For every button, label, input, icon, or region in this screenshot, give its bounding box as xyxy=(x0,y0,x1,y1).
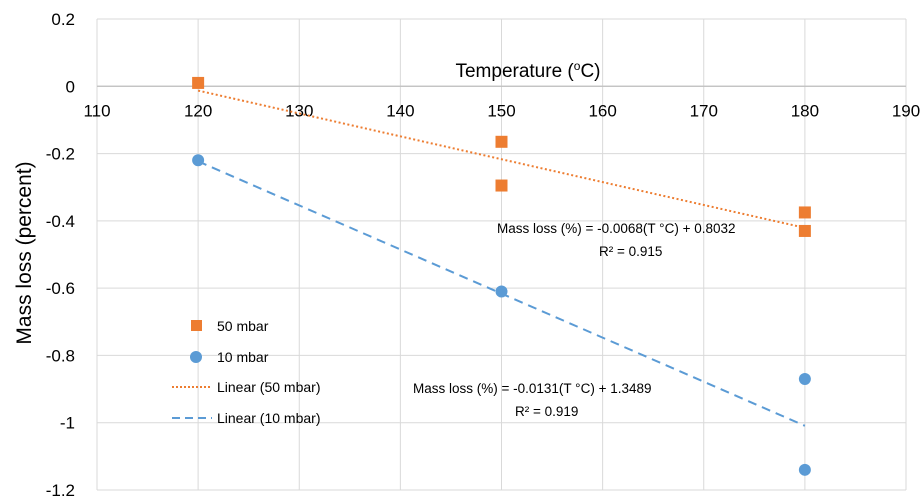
y-tick-label: 0 xyxy=(66,77,75,96)
x-axis-title: Temperature (oC) xyxy=(455,59,600,82)
data-point-square xyxy=(192,76,205,89)
data-point-square xyxy=(798,224,811,237)
x-tick-label: 120 xyxy=(184,101,212,120)
data-point-circle xyxy=(798,463,811,476)
y-tick-label: -1.2 xyxy=(46,481,75,499)
x-tick-labels: 110 120 130 140 150 160 170 180 190 xyxy=(83,101,920,120)
trendline-r2-50-mbar: R² = 0.915 xyxy=(599,244,662,259)
legend-label: Linear (10 mbar) xyxy=(217,410,321,426)
y-tick-label: -0.8 xyxy=(46,346,75,365)
legend-label: Linear (50 mbar) xyxy=(217,379,321,395)
trendline xyxy=(197,89,806,229)
trendline-equation-10-mbar: Mass loss (%) = -0.0131(T °C) + 1.3489 xyxy=(413,381,652,396)
x-tick-label: 140 xyxy=(386,101,414,120)
x-tick-label: 160 xyxy=(588,101,616,120)
x-tick-label: 190 xyxy=(892,101,920,120)
data-point-square xyxy=(495,135,508,148)
y-axis-title: Mass loss (percent) xyxy=(13,161,36,344)
y-tick-label: -1 xyxy=(60,414,75,433)
legend-marker-square-icon xyxy=(191,320,202,331)
legend-marker-circle-icon xyxy=(190,351,202,363)
trendline-equation-50-mbar: Mass loss (%) = -0.0068(T °C) + 0.8032 xyxy=(497,221,736,236)
y-tick-label: -0.4 xyxy=(46,212,75,231)
data-point-square xyxy=(495,179,508,192)
data-point-square xyxy=(798,206,811,219)
data-points xyxy=(192,76,811,476)
x-tick-label: 150 xyxy=(487,101,515,120)
x-axis-title-main: Temperature ( xyxy=(455,61,574,82)
data-point-circle xyxy=(798,372,811,385)
data-point-circle xyxy=(495,285,508,298)
y-tick-label: -0.6 xyxy=(46,279,75,298)
y-tick-labels: 0.2 0 -0.2 -0.4 -0.6 -0.8 -1 -1.2 xyxy=(46,10,75,499)
x-tick-label: 110 xyxy=(83,101,110,120)
y-tick-label: -0.2 xyxy=(46,145,75,164)
legend-item-10-mbar: 10 mbar xyxy=(190,349,269,365)
x-tick-label: 130 xyxy=(285,101,313,120)
x-axis-title-suffix: C) xyxy=(580,61,600,82)
legend: 50 mbar 10 mbar Linear (50 mbar) Linear … xyxy=(172,318,321,426)
x-tick-label: 170 xyxy=(690,101,718,120)
legend-label: 10 mbar xyxy=(217,349,269,365)
legend-label: 50 mbar xyxy=(217,318,269,334)
trendline-r2-10-mbar: R² = 0.919 xyxy=(515,404,578,419)
legend-item-linear-10-mbar: Linear (10 mbar) xyxy=(172,410,321,426)
legend-item-50-mbar: 50 mbar xyxy=(191,318,269,334)
x-tick-label: 180 xyxy=(791,101,819,120)
legend-item-linear-50-mbar: Linear (50 mbar) xyxy=(172,379,321,395)
data-point-circle xyxy=(192,154,205,167)
y-tick-label: 0.2 xyxy=(51,10,75,29)
x-axis-title-superscript: o xyxy=(574,59,581,73)
